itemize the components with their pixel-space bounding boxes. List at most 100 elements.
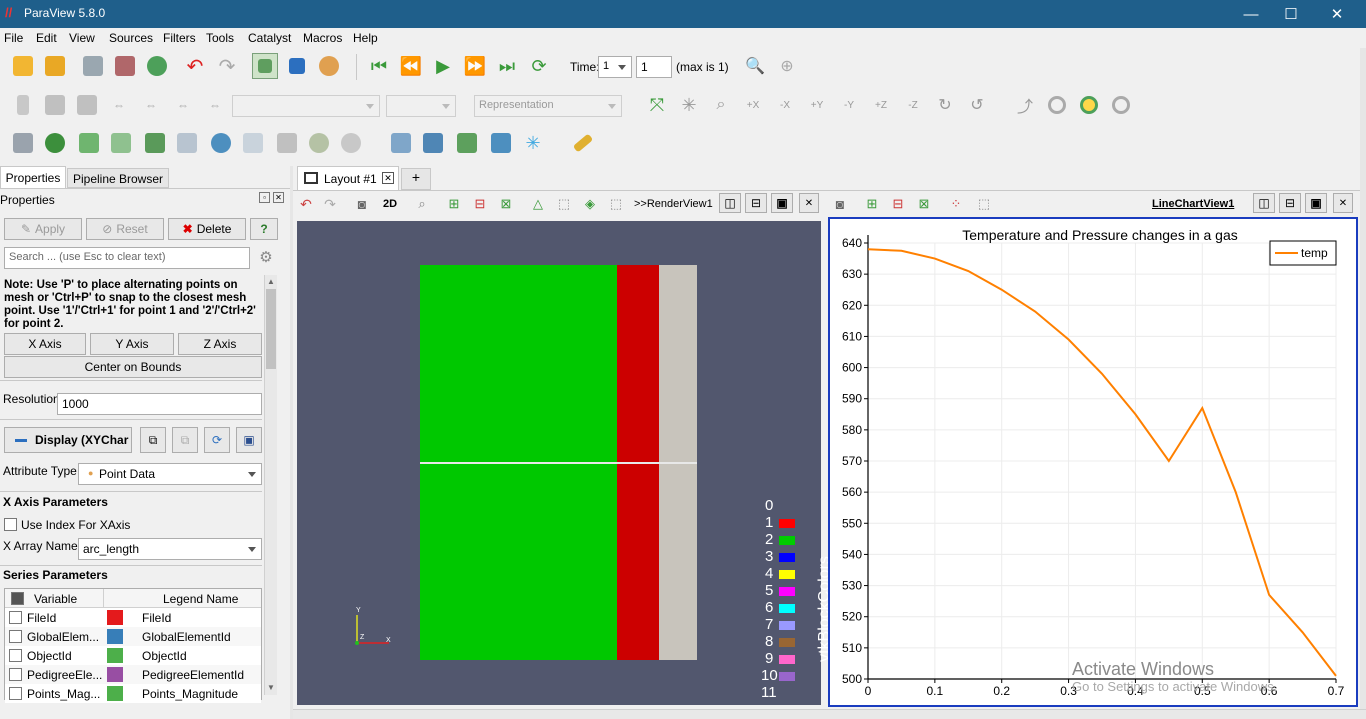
reset-button[interactable]: ⊘ Reset [86, 218, 164, 240]
close-layout-icon[interactable]: ✕ [382, 172, 394, 184]
chart-close-icon[interactable]: ✕ [1333, 193, 1353, 213]
stream-tracer-icon[interactable] [240, 130, 266, 156]
view-minus-y-icon[interactable]: -Y [844, 99, 854, 111]
plot-selection-icon[interactable] [420, 130, 446, 156]
threshold-icon[interactable] [142, 130, 168, 156]
zoom-box-icon[interactable]: ⌕ [418, 196, 426, 211]
auto-apply-icon[interactable] [144, 53, 170, 79]
scrollbar-thumb[interactable] [266, 289, 276, 369]
next-frame-icon[interactable]: ⏩ [463, 55, 487, 76]
menu-help[interactable]: Help [353, 31, 378, 45]
calculator-icon[interactable] [10, 130, 36, 156]
clip-icon[interactable] [76, 130, 102, 156]
minimize-button[interactable]: — [1243, 5, 1259, 23]
series-checkbox[interactable] [9, 649, 22, 662]
menu-view[interactable]: View [69, 31, 95, 45]
chart-deselect-icon[interactable]: ⊟ [892, 196, 904, 211]
polygon-select-icon[interactable]: ⬚ [557, 196, 571, 211]
open-recent-icon[interactable] [42, 53, 68, 79]
view-plus-y-icon[interactable]: +Y [810, 99, 824, 111]
select-all-checkbox[interactable] [11, 592, 24, 605]
series-color-swatch[interactable] [107, 667, 123, 682]
apply-button[interactable]: ✎ Apply [4, 218, 82, 240]
save-icon[interactable]: ▣ [236, 427, 262, 453]
rotate-plus-90-icon[interactable]: ↻ [938, 97, 952, 114]
select-points-icon[interactable]: ⊟ [474, 196, 486, 211]
help-button[interactable]: ? [250, 218, 278, 240]
search-input[interactable]: Search ... (use Esc to clear text) [4, 247, 250, 269]
undo-icon[interactable]: ↶ [186, 55, 204, 78]
series-color-swatch[interactable] [107, 648, 123, 663]
view-plus-x-icon[interactable]: +X [746, 99, 760, 111]
reset-closest-icon[interactable]: ✳ [681, 94, 697, 115]
menu-filters[interactable]: Filters [163, 31, 196, 45]
frustum-icon[interactable]: △ [533, 196, 543, 211]
scrollbar[interactable]: ▲ ▼ [264, 275, 277, 695]
series-row[interactable]: PedigreeEle... PedigreeElementId [5, 665, 261, 684]
chart-screenshot-icon[interactable]: ◙ [835, 196, 845, 212]
capture-icon[interactable]: ↶ [300, 195, 312, 212]
add-layout-button[interactable]: + [401, 168, 431, 190]
open-icon[interactable] [10, 53, 36, 79]
pick-center-icon[interactable] [1044, 92, 1070, 118]
time-combo[interactable]: 1 [598, 56, 632, 78]
rescale-visible-icon[interactable]: ⇔ [177, 98, 189, 112]
rotate-minus-90-icon[interactable]: ↺ [970, 97, 984, 114]
find-data-icon[interactable] [388, 130, 414, 156]
series-color-swatch[interactable] [107, 686, 123, 701]
contour-icon[interactable] [42, 130, 68, 156]
hover-cells-icon[interactable]: ◈ [585, 196, 595, 211]
split-vertical-icon[interactable]: ⊟ [745, 193, 767, 213]
grow-selection-icon[interactable]: ⬚ [609, 196, 623, 211]
plot-over-line-icon[interactable] [454, 130, 480, 156]
z-axis-button[interactable]: Z Axis [178, 333, 262, 355]
toggle-2d-button[interactable]: 2D [383, 198, 398, 210]
toggle-visibility-icon[interactable] [10, 92, 36, 118]
y-axis-button[interactable]: Y Axis [90, 333, 174, 355]
series-checkbox[interactable] [9, 630, 22, 643]
zoom-to-box-icon[interactable]: ⌕ [716, 96, 726, 113]
paste-icon[interactable]: ⧉ [172, 427, 198, 453]
tab-pipeline-browser[interactable]: Pipeline Browser [67, 168, 169, 188]
view-minus-x-icon[interactable]: -X [780, 99, 790, 111]
chart-polygon-icon[interactable]: ⁘ [950, 196, 962, 211]
copy-icon[interactable]: ⧉ [140, 427, 166, 453]
group-datasets-icon[interactable] [306, 130, 332, 156]
select-cells-icon[interactable]: ⊞ [448, 196, 460, 211]
component-combo[interactable] [386, 95, 456, 117]
color-palette-icon[interactable] [316, 53, 342, 79]
refresh-icon[interactable]: ⟳ [204, 427, 230, 453]
maximize-view-icon[interactable]: ▣ [771, 193, 793, 213]
close-view-icon[interactable]: ✕ [799, 193, 819, 213]
interact-icon[interactable] [252, 53, 278, 79]
display-section-button[interactable]: Display (XYChar [4, 427, 132, 453]
glyph-icon[interactable] [208, 130, 234, 156]
view-plus-z-icon[interactable]: +Z [875, 99, 887, 111]
center-axes-icon[interactable]: ⤴ [1016, 99, 1033, 116]
reset-range-icon[interactable] [74, 92, 100, 118]
ruler-icon[interactable] [570, 130, 596, 156]
chart-split-horizontal-icon[interactable]: ◫ [1253, 193, 1275, 213]
series-checkbox[interactable] [9, 687, 22, 700]
x-axis-button[interactable]: X Axis [4, 333, 86, 355]
previous-frame-icon[interactable]: ⏪ [399, 55, 423, 76]
render-view-canvas[interactable]: Y Z X 0 1 2 3 4 5 6 7 8 9 10 11 vtkBlockColors [297, 221, 833, 705]
play-icon[interactable]: ▶ [436, 55, 450, 76]
histogram-icon[interactable] [488, 130, 514, 156]
view-minus-z-icon[interactable]: -Z [908, 99, 918, 111]
series-row[interactable]: ObjectId ObjectId [5, 646, 261, 665]
snowflake-icon[interactable]: ✳ [525, 132, 541, 153]
menu-catalyst[interactable]: Catalyst [248, 31, 292, 45]
tab-layout-1[interactable]: Layout #1 ✕ [297, 166, 399, 190]
zoom-data-icon[interactable]: ⊕ [780, 58, 794, 75]
reset-center-icon[interactable] [1076, 92, 1102, 118]
series-checkbox[interactable] [9, 668, 22, 681]
chart-clear-icon[interactable]: ⬚ [977, 196, 991, 211]
last-frame-icon[interactable]: ⏭ [498, 55, 516, 76]
center-on-bounds-button[interactable]: Center on Bounds [4, 356, 262, 378]
zoom-icon[interactable]: 🔍 [745, 58, 765, 75]
extract-level-icon[interactable] [338, 130, 364, 156]
extract-subset-icon[interactable] [174, 130, 200, 156]
menu-edit[interactable]: Edit [36, 31, 57, 45]
reset-camera-icon[interactable]: ⤧ [649, 94, 665, 115]
